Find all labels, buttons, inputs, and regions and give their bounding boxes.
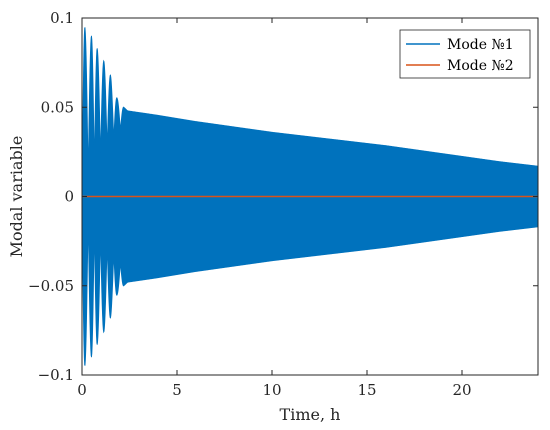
x-tick-label: 10 bbox=[262, 381, 281, 399]
x-tick-label: 20 bbox=[452, 381, 471, 399]
y-tick-label: 0.1 bbox=[50, 9, 74, 27]
axis-labels: Time, h Modal variable bbox=[7, 136, 340, 424]
x-tick-label: 0 bbox=[77, 381, 87, 399]
y-tick-label: 0 bbox=[64, 188, 74, 206]
legend-item: Mode №1 bbox=[406, 37, 514, 53]
y-tick-label: −0.1 bbox=[38, 366, 74, 384]
x-tick-label: 15 bbox=[357, 381, 376, 399]
x-axis-label: Time, h bbox=[280, 405, 341, 424]
y-tick-label: −0.05 bbox=[28, 277, 74, 295]
x-tick-label: 5 bbox=[172, 381, 182, 399]
ticks: 0 5 10 15 20 −0.1 −0.05 0 0.05 0.1 bbox=[28, 9, 538, 399]
y-axis-label: Modal variable bbox=[7, 136, 26, 258]
legend: Mode №1 Mode №2 bbox=[399, 29, 531, 79]
legend-label: Mode №2 bbox=[447, 58, 514, 74]
legend-box bbox=[399, 29, 531, 79]
y-tick-label: 0.05 bbox=[41, 98, 74, 116]
legend-label: Mode №1 bbox=[447, 37, 514, 53]
legend-item: Mode №2 bbox=[406, 58, 514, 74]
